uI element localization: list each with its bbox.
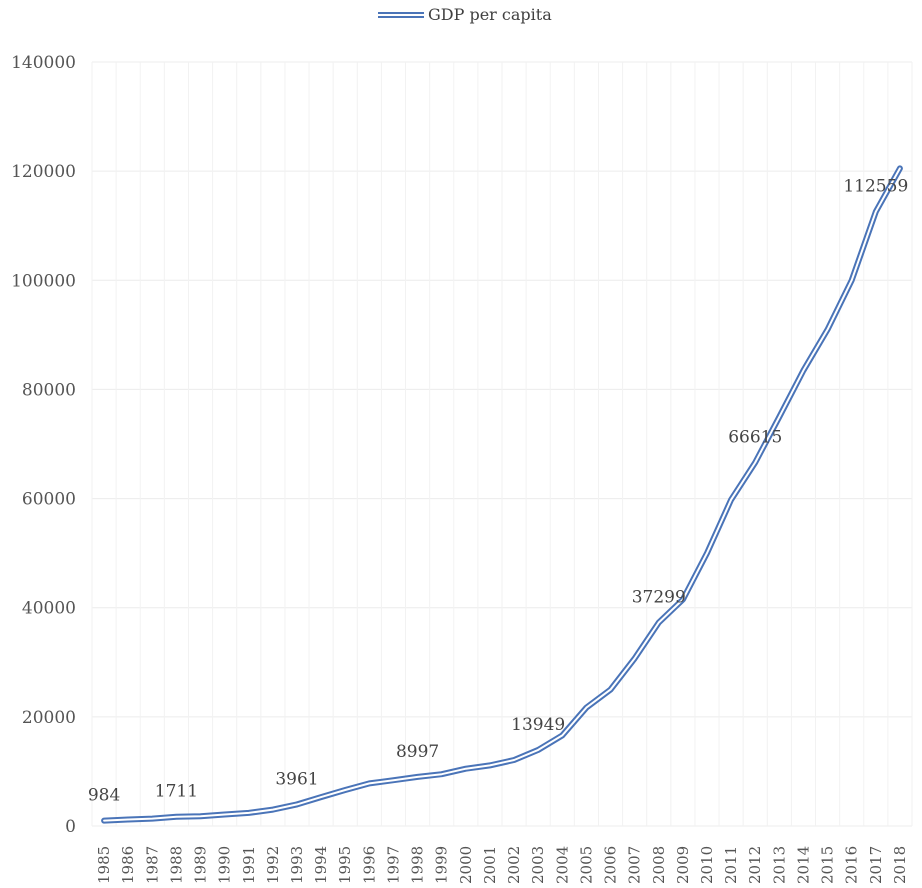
x-tick-label: 2018 xyxy=(891,846,909,884)
x-tick-label: 2002 xyxy=(505,846,523,884)
x-tick-label: 1993 xyxy=(288,846,306,884)
x-tick-label: 1986 xyxy=(119,846,137,884)
data-label: 13949 xyxy=(511,715,565,735)
x-tick-label: 2001 xyxy=(481,846,499,884)
data-label: 112559 xyxy=(843,177,908,197)
series-lines xyxy=(101,165,903,824)
x-tick-label: 2003 xyxy=(529,846,547,884)
x-tick-label: 2015 xyxy=(819,846,837,884)
x-tick-label: 2014 xyxy=(794,846,812,884)
y-tick-label: 40000 xyxy=(22,599,76,619)
x-tick-label: 1998 xyxy=(409,846,427,884)
x-tick-label: 2000 xyxy=(457,846,475,884)
data-label: 984 xyxy=(88,786,120,806)
data-labels: 984 1711 3961 8997 13949 37299 66615 112559 xyxy=(88,177,908,806)
y-tick-label: 60000 xyxy=(22,490,76,510)
x-tick-label: 2009 xyxy=(674,846,692,884)
y-tick-label: 140000 xyxy=(11,53,76,73)
x-tick-label: 2010 xyxy=(698,846,716,884)
x-tick-label: 1985 xyxy=(95,846,113,884)
legend: GDP per capita xyxy=(378,5,552,24)
x-tick-label: 1997 xyxy=(384,846,402,884)
x-tick-label: 2013 xyxy=(770,846,788,884)
y-axis: 0 20000 40000 60000 80000 100000 120000 140000 xyxy=(11,53,76,837)
x-tick-label: 1990 xyxy=(216,846,234,884)
x-tick-label: 1994 xyxy=(312,846,330,884)
x-tick-label: 1991 xyxy=(240,846,258,884)
x-tick-label: 2008 xyxy=(650,846,668,884)
legend-label: GDP per capita xyxy=(428,5,552,24)
x-tick-label: 1996 xyxy=(360,846,378,884)
series-line-inner xyxy=(103,167,901,822)
x-tick-label: 1987 xyxy=(143,846,161,884)
data-label: 1711 xyxy=(155,782,198,802)
x-tick-label: 1992 xyxy=(264,846,282,884)
x-tick-label: 1988 xyxy=(167,846,185,884)
data-label: 37299 xyxy=(632,587,686,607)
x-tick-label: 2011 xyxy=(722,846,740,884)
x-tick-label: 2007 xyxy=(626,846,644,884)
grid xyxy=(91,61,913,827)
y-tick-label: 100000 xyxy=(11,271,76,291)
x-tick-label: 2016 xyxy=(843,846,861,884)
x-tick-label: 2017 xyxy=(867,846,885,884)
data-label: 3961 xyxy=(275,769,318,789)
data-label: 66615 xyxy=(728,427,782,447)
x-tick-label: 2012 xyxy=(746,846,764,884)
x-tick-label: 1989 xyxy=(192,846,210,884)
x-axis: 1985 1986 1987 1988 1989 1990 1991 1992 1993 1994… xyxy=(95,846,909,884)
y-tick-label: 80000 xyxy=(22,380,76,400)
y-tick-label: 20000 xyxy=(22,708,76,728)
x-tick-label: 2006 xyxy=(602,846,620,884)
x-tick-label: 2005 xyxy=(577,846,595,884)
y-tick-label: 0 xyxy=(65,817,76,837)
data-label: 8997 xyxy=(396,742,439,762)
x-tick-label: 1999 xyxy=(433,846,451,884)
x-tick-label: 1995 xyxy=(336,846,354,884)
x-tick-label: 2004 xyxy=(553,846,571,884)
y-tick-label: 120000 xyxy=(11,162,76,182)
